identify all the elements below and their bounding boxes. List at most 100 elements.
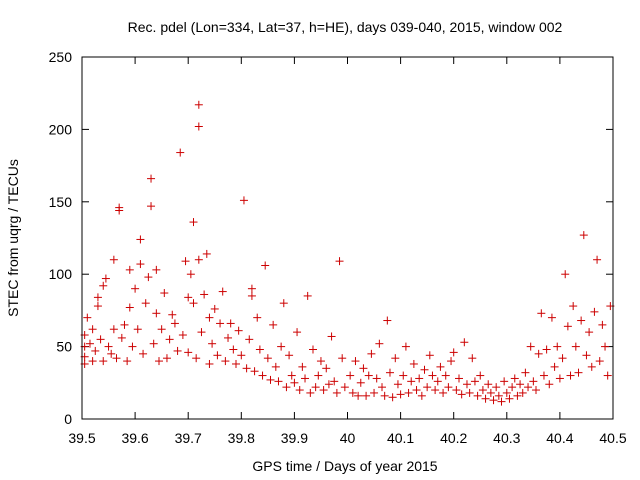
data-point [574, 368, 583, 377]
data-point [330, 377, 339, 386]
data-point [534, 349, 543, 358]
data-point [242, 364, 251, 373]
data-point [478, 386, 487, 395]
data-point [314, 371, 323, 380]
data-point [112, 354, 121, 363]
data-point [197, 328, 206, 337]
data-point [502, 388, 511, 397]
data-point [431, 386, 440, 395]
data-point [513, 391, 522, 400]
data-point [298, 362, 307, 371]
data-point [247, 291, 256, 300]
data-point [545, 380, 554, 389]
data-point [393, 380, 402, 389]
data-point [141, 299, 150, 308]
data-point [205, 313, 214, 322]
data-point [200, 290, 209, 299]
data-point [455, 374, 464, 383]
data-point [433, 377, 442, 386]
data-point [192, 354, 201, 363]
data-point [295, 386, 304, 395]
data-point [420, 365, 429, 374]
data-point [582, 351, 591, 360]
data-point [181, 257, 190, 266]
data-point [165, 335, 174, 344]
data-point [439, 388, 448, 397]
data-point [308, 345, 317, 354]
data-point [476, 371, 485, 380]
data-point [123, 357, 132, 366]
data-point [263, 354, 272, 363]
data-point [327, 332, 336, 341]
data-point [237, 351, 246, 360]
data-point [505, 394, 514, 403]
data-point [218, 287, 227, 296]
data-point [601, 342, 610, 351]
x-tick-label: 40 [340, 430, 356, 446]
data-point [170, 319, 179, 328]
data-point [205, 359, 214, 368]
data-point [539, 371, 548, 380]
data-point [449, 348, 458, 357]
data-point [157, 325, 166, 334]
data-point [465, 388, 474, 397]
data-point [603, 371, 612, 380]
data-point [370, 388, 379, 397]
data-point [500, 377, 509, 386]
data-point [253, 313, 262, 322]
data-point [109, 325, 118, 334]
data-point [391, 354, 400, 363]
x-tick-label: 40.2 [440, 430, 467, 446]
data-point [399, 371, 408, 380]
data-point [385, 368, 394, 377]
data-point [494, 391, 503, 400]
data-point [383, 316, 392, 325]
data-point [277, 342, 286, 351]
data-point [367, 349, 376, 358]
data-point [91, 346, 100, 355]
data-point [162, 354, 171, 363]
data-point [194, 122, 203, 131]
data-point [457, 390, 466, 399]
data-point [460, 338, 469, 347]
chart-title: Rec. pdel (Lon=334, Lat=37, h=HE), days … [128, 19, 563, 35]
data-point [147, 174, 156, 183]
data-point [441, 371, 450, 380]
data-point [136, 260, 145, 269]
data-point [109, 255, 118, 264]
data-point [125, 303, 134, 312]
data-point [210, 304, 219, 313]
y-axis-ticks: 0 50 100 150 200 250 [49, 49, 613, 427]
data-point [245, 335, 254, 344]
x-tick-label: 40.5 [599, 430, 626, 446]
data-point [542, 345, 551, 354]
data-point [356, 378, 365, 387]
data-point [189, 299, 198, 308]
data-point [274, 377, 283, 386]
data-point [332, 388, 341, 397]
data-point [239, 196, 248, 205]
data-point [436, 362, 445, 371]
data-point [176, 148, 185, 157]
data-point [335, 257, 344, 266]
x-tick-label: 40.1 [387, 430, 414, 446]
data-point [372, 374, 381, 383]
data-point [338, 354, 347, 363]
data-point [149, 339, 158, 348]
data-point [160, 289, 169, 298]
data-point [497, 397, 506, 406]
data-point [282, 383, 291, 392]
data-point [563, 322, 572, 331]
data-point [481, 394, 490, 403]
data-point [101, 274, 110, 283]
data-point [229, 345, 238, 354]
data-point [486, 388, 495, 397]
data-point [364, 371, 373, 380]
data-point [508, 383, 517, 392]
data-point [412, 386, 421, 395]
data-point [88, 325, 97, 334]
data-point [271, 362, 280, 371]
data-point [290, 378, 299, 387]
data-point [590, 307, 599, 316]
data-point [492, 383, 501, 392]
